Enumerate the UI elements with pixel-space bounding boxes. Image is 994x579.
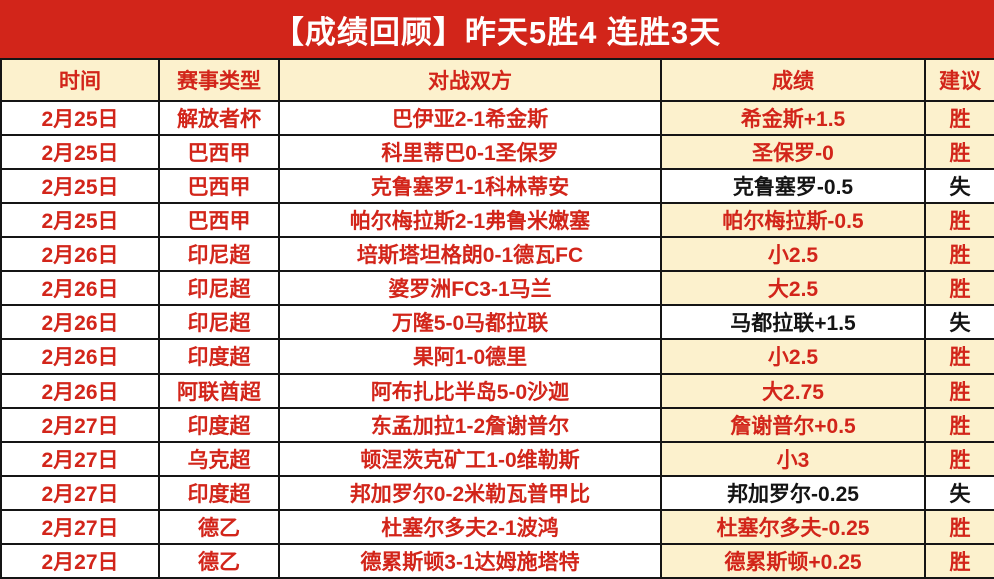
cell-verdict: 失 bbox=[924, 304, 994, 341]
cell-match: 德累斯顿3-1达姆施塔特 bbox=[278, 542, 662, 579]
cell-league: 巴西甲 bbox=[158, 168, 280, 205]
cell-date: 2月27日 bbox=[0, 406, 160, 443]
cell-league: 德乙 bbox=[158, 542, 280, 579]
cell-match: 克鲁塞罗1-1科林蒂安 bbox=[278, 168, 662, 205]
cell-match: 婆罗洲FC3-1马兰 bbox=[278, 270, 662, 307]
cell-result: 小3 bbox=[660, 440, 926, 477]
cell-result: 希金斯+1.5 bbox=[660, 99, 926, 137]
table-row: 2月26日 印尼超 万隆5-0马都拉联 马都拉联+1.5 失 bbox=[0, 304, 994, 341]
cell-match: 杜塞尔多夫2-1波鸿 bbox=[278, 508, 662, 545]
cell-result: 大2.75 bbox=[660, 372, 926, 409]
cell-league: 印尼超 bbox=[158, 236, 280, 273]
cell-verdict: 胜 bbox=[924, 372, 994, 409]
cell-date: 2月25日 bbox=[0, 99, 160, 137]
cell-result: 马都拉联+1.5 bbox=[660, 304, 926, 341]
cell-league: 阿联酋超 bbox=[158, 372, 280, 409]
cell-verdict: 胜 bbox=[924, 236, 994, 273]
cell-verdict: 失 bbox=[924, 168, 994, 205]
cell-result: 小2.5 bbox=[660, 338, 926, 375]
cell-league: 巴西甲 bbox=[158, 134, 280, 171]
cell-date: 2月25日 bbox=[0, 134, 160, 171]
cell-result: 帕尔梅拉斯-0.5 bbox=[660, 202, 926, 239]
cell-match: 东孟加拉1-2詹谢普尔 bbox=[278, 406, 662, 443]
table-row: 2月25日 巴西甲 科里蒂巴0-1圣保罗 圣保罗-0 胜 bbox=[0, 134, 994, 171]
table-row: 2月25日 巴西甲 克鲁塞罗1-1科林蒂安 克鲁塞罗-0.5 失 bbox=[0, 168, 994, 205]
banner-title: 【成绩回顾】昨天5胜4 连胜3天 bbox=[272, 14, 722, 50]
table-row: 2月25日 巴西甲 帕尔梅拉斯2-1弗鲁米嫩塞 帕尔梅拉斯-0.5 胜 bbox=[0, 202, 994, 239]
cell-match: 顿涅茨克矿工1-0维勒斯 bbox=[278, 440, 662, 477]
header-result: 成绩 bbox=[660, 58, 926, 102]
cell-result: 詹谢普尔+0.5 bbox=[660, 406, 926, 443]
header-league: 赛事类型 bbox=[158, 58, 280, 102]
cell-date: 2月26日 bbox=[0, 372, 160, 409]
cell-verdict: 胜 bbox=[924, 338, 994, 375]
header-row: 时间 赛事类型 对战双方 成绩 建议 bbox=[0, 58, 994, 102]
cell-verdict: 胜 bbox=[924, 542, 994, 579]
cell-league: 印尼超 bbox=[158, 304, 280, 341]
cell-league: 印度超 bbox=[158, 474, 280, 511]
cell-date: 2月27日 bbox=[0, 474, 160, 511]
cell-match: 科里蒂巴0-1圣保罗 bbox=[278, 134, 662, 171]
cell-result: 大2.5 bbox=[660, 270, 926, 307]
cell-league: 乌克超 bbox=[158, 440, 280, 477]
header-match: 对战双方 bbox=[278, 58, 662, 102]
cell-match: 万隆5-0马都拉联 bbox=[278, 304, 662, 341]
cell-result: 圣保罗-0 bbox=[660, 134, 926, 171]
cell-date: 2月27日 bbox=[0, 440, 160, 477]
cell-match: 巴伊亚2-1希金斯 bbox=[278, 99, 662, 137]
cell-verdict: 胜 bbox=[924, 270, 994, 307]
table-row: 2月26日 阿联酋超 阿布扎比半岛5-0沙迦 大2.75 胜 bbox=[0, 372, 994, 409]
table-row: 2月27日 乌克超 顿涅茨克矿工1-0维勒斯 小3 胜 bbox=[0, 440, 994, 477]
table-row: 2月26日 印尼超 培斯塔坦格朗0-1德瓦FC 小2.5 胜 bbox=[0, 236, 994, 273]
cell-result: 邦加罗尔-0.25 bbox=[660, 474, 926, 511]
cell-match: 邦加罗尔0-2米勒瓦普甲比 bbox=[278, 474, 662, 511]
cell-match: 果阿1-0德里 bbox=[278, 338, 662, 375]
table-row: 2月26日 印度超 果阿1-0德里 小2.5 胜 bbox=[0, 338, 994, 375]
cell-date: 2月26日 bbox=[0, 236, 160, 273]
results-banner: 【成绩回顾】昨天5胜4 连胜3天 bbox=[0, 0, 994, 58]
cell-verdict: 胜 bbox=[924, 134, 994, 171]
cell-match: 阿布扎比半岛5-0沙迦 bbox=[278, 372, 662, 409]
cell-verdict: 胜 bbox=[924, 508, 994, 545]
cell-date: 2月26日 bbox=[0, 338, 160, 375]
cell-date: 2月26日 bbox=[0, 304, 160, 341]
cell-result: 杜塞尔多夫-0.25 bbox=[660, 508, 926, 545]
cell-match: 培斯塔坦格朗0-1德瓦FC bbox=[278, 236, 662, 273]
table-row: 2月25日 解放者杯 巴伊亚2-1希金斯 希金斯+1.5 胜 bbox=[0, 99, 994, 137]
cell-date: 2月25日 bbox=[0, 202, 160, 239]
results-table: 时间 赛事类型 对战双方 成绩 建议 2月25日 解放者杯 巴伊亚2-1希金斯 … bbox=[0, 58, 994, 579]
cell-result: 克鲁塞罗-0.5 bbox=[660, 168, 926, 205]
table-row: 2月27日 德乙 德累斯顿3-1达姆施塔特 德累斯顿+0.25 胜 bbox=[0, 542, 994, 579]
table-row: 2月27日 印度超 邦加罗尔0-2米勒瓦普甲比 邦加罗尔-0.25 失 bbox=[0, 474, 994, 511]
header-verdict: 建议 bbox=[924, 58, 994, 102]
cell-verdict: 失 bbox=[924, 474, 994, 511]
cell-result: 德累斯顿+0.25 bbox=[660, 542, 926, 579]
cell-verdict: 胜 bbox=[924, 440, 994, 477]
cell-league: 印度超 bbox=[158, 406, 280, 443]
cell-verdict: 胜 bbox=[924, 202, 994, 239]
cell-verdict: 胜 bbox=[924, 406, 994, 443]
header-time: 时间 bbox=[0, 58, 160, 102]
cell-league: 印尼超 bbox=[158, 270, 280, 307]
cell-result: 小2.5 bbox=[660, 236, 926, 273]
cell-league: 印度超 bbox=[158, 338, 280, 375]
table-row: 2月27日 德乙 杜塞尔多夫2-1波鸿 杜塞尔多夫-0.25 胜 bbox=[0, 508, 994, 545]
results-body: 2月25日 解放者杯 巴伊亚2-1希金斯 希金斯+1.5 胜 2月25日 巴西甲… bbox=[0, 99, 994, 579]
cell-verdict: 胜 bbox=[924, 99, 994, 137]
cell-date: 2月25日 bbox=[0, 168, 160, 205]
cell-date: 2月26日 bbox=[0, 270, 160, 307]
table-row: 2月27日 印度超 东孟加拉1-2詹谢普尔 詹谢普尔+0.5 胜 bbox=[0, 406, 994, 443]
cell-date: 2月27日 bbox=[0, 508, 160, 545]
cell-league: 解放者杯 bbox=[158, 99, 280, 137]
table-row: 2月26日 印尼超 婆罗洲FC3-1马兰 大2.5 胜 bbox=[0, 270, 994, 307]
cell-league: 德乙 bbox=[158, 508, 280, 545]
cell-date: 2月27日 bbox=[0, 542, 160, 579]
cell-league: 巴西甲 bbox=[158, 202, 280, 239]
cell-match: 帕尔梅拉斯2-1弗鲁米嫩塞 bbox=[278, 202, 662, 239]
